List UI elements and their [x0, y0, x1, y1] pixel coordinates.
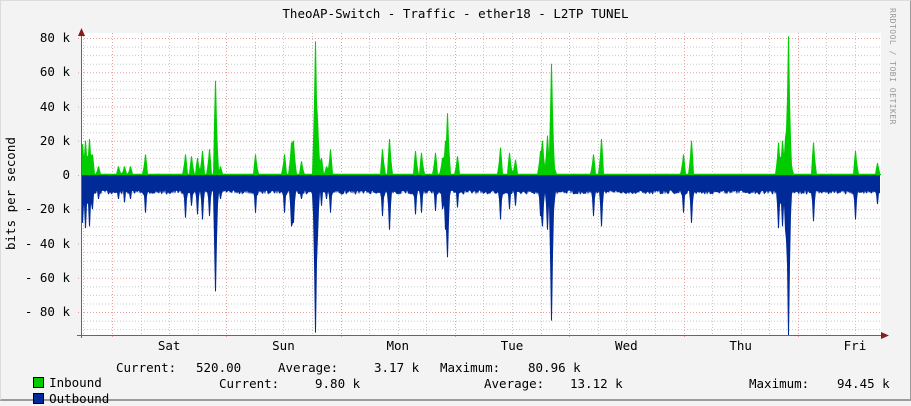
y-tick-label: - 80 k — [24, 304, 70, 319]
y-tick-label: 0 — [62, 167, 70, 182]
y-tick-label: - 60 k — [24, 269, 70, 285]
y-tick-label: - 20 k — [24, 201, 70, 217]
inbound-maximum-value: 80.96 k — [528, 360, 581, 375]
y-tick-label: 40 k — [39, 98, 70, 114]
outbound-average-value: 13.12 k — [570, 376, 623, 391]
outbound-average-label: Average: — [484, 376, 545, 391]
legend-inbound: Inbound — [18, 360, 102, 390]
inbound-current-label: Current: — [116, 360, 177, 375]
x-tick-label: Wed — [615, 338, 638, 353]
outbound-maximum-label: Maximum: — [749, 376, 810, 391]
outbound-swatch-icon — [33, 393, 45, 404]
x-tick-label: Fri — [843, 338, 867, 353]
y-tick-label: 60 k — [39, 64, 70, 80]
graph-title: TheoAP-Switch - Traffic - ether18 - L2TP… — [282, 6, 629, 21]
inbound-swatch-icon — [33, 377, 45, 388]
inbound-label: Inbound — [49, 375, 102, 390]
x-tick-label: Sat — [157, 338, 181, 353]
inbound-average-label: Average: — [278, 360, 339, 375]
x-tick-label: Sun — [272, 338, 295, 353]
outbound-maximum-value: 94.45 k — [837, 376, 890, 391]
outbound-current-label: Current: — [219, 376, 280, 391]
legend-outbound: Outbound — [18, 376, 109, 406]
x-tick-label: Mon — [386, 338, 410, 353]
x-tick-label: Tue — [500, 338, 524, 353]
inbound-maximum-label: Maximum: — [440, 360, 501, 375]
y-tick-label: 20 k — [39, 132, 70, 148]
inbound-current-value: 520.00 — [196, 360, 242, 375]
y-tick-label: - 40 k — [24, 235, 70, 251]
outbound-label: Outbound — [49, 391, 110, 406]
inbound-average-value: 3.17 k — [374, 360, 420, 375]
x-tick-label: Thu — [729, 338, 752, 353]
outbound-current-value: 9.80 k — [315, 376, 361, 391]
y-tick-label: 80 k — [39, 30, 70, 45]
